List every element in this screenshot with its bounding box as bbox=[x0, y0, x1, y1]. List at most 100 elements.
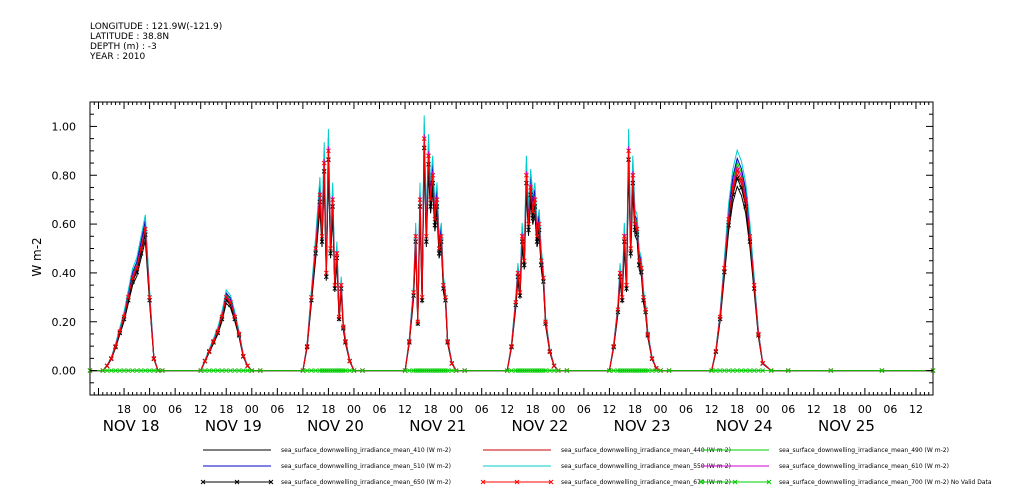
series-marker bbox=[232, 368, 238, 373]
series-marker bbox=[211, 368, 216, 373]
series-marker bbox=[649, 368, 655, 373]
series-marker bbox=[543, 368, 548, 373]
series-marker bbox=[130, 275, 135, 281]
series-marker bbox=[319, 233, 325, 239]
series-marker bbox=[747, 368, 753, 373]
marker-stroke bbox=[607, 368, 612, 373]
marker-stroke bbox=[117, 368, 123, 373]
x-tick-label: 00 bbox=[858, 403, 872, 416]
marker-stroke bbox=[304, 368, 310, 373]
series-marker bbox=[636, 258, 642, 264]
marker-stroke bbox=[443, 294, 448, 300]
series-marker bbox=[328, 246, 333, 251]
legend-label: sea_surface_downwelling_irradiance_mean_… bbox=[281, 463, 451, 470]
marker-stroke bbox=[462, 368, 468, 373]
series-marker bbox=[879, 368, 885, 373]
x-day-label: NOV 23 bbox=[614, 417, 671, 435]
series-marker bbox=[509, 343, 514, 349]
series-marker bbox=[615, 307, 621, 312]
legend-marker bbox=[548, 479, 554, 485]
series-marker bbox=[628, 246, 634, 251]
series-marker bbox=[313, 246, 319, 251]
x-tick-label: 12 bbox=[194, 403, 208, 416]
marker-stroke bbox=[441, 282, 446, 288]
series-marker bbox=[236, 368, 242, 373]
legend-label: sea_surface_downwelling_irradiance_mean_… bbox=[281, 447, 451, 454]
marker-stroke bbox=[547, 368, 553, 373]
series-marker bbox=[634, 226, 640, 232]
marker-stroke bbox=[509, 368, 514, 373]
marker-stroke bbox=[739, 368, 744, 373]
series-marker bbox=[666, 368, 672, 373]
x-tick-label: 00 bbox=[347, 403, 361, 416]
marker-stroke bbox=[108, 368, 114, 373]
series-marker bbox=[215, 329, 221, 334]
y-tick-label: 1.00 bbox=[52, 120, 77, 133]
marker-stroke bbox=[649, 356, 655, 361]
series-marker bbox=[428, 204, 433, 209]
series-marker bbox=[332, 282, 338, 288]
marker-stroke bbox=[726, 368, 731, 373]
marker-stroke bbox=[138, 246, 144, 251]
marker-stroke bbox=[645, 368, 651, 373]
series-marker bbox=[223, 294, 229, 300]
series-marker bbox=[406, 368, 412, 373]
series-marker bbox=[223, 368, 229, 373]
series-marker bbox=[130, 368, 135, 373]
series-marker bbox=[785, 368, 791, 373]
series-marker bbox=[462, 368, 468, 373]
series-marker bbox=[504, 368, 510, 373]
series-marker bbox=[328, 251, 333, 256]
series-marker bbox=[402, 368, 408, 373]
x-tick-label: 06 bbox=[270, 403, 284, 416]
marker-stroke bbox=[428, 204, 433, 209]
series-marker bbox=[449, 368, 455, 373]
marker-stroke bbox=[321, 160, 327, 166]
marker-stroke bbox=[734, 176, 740, 181]
series-marker bbox=[551, 368, 557, 373]
marker-stroke bbox=[828, 368, 834, 373]
x-tick-label: 00 bbox=[654, 403, 668, 416]
series-marker bbox=[117, 329, 123, 334]
legend-entry: sea_surface_downwelling_irradiance_mean_… bbox=[200, 479, 451, 486]
marker-stroke bbox=[445, 338, 450, 344]
marker-stroke bbox=[619, 294, 625, 300]
series-marker bbox=[551, 363, 557, 369]
marker-stroke bbox=[521, 258, 527, 264]
marker-stroke bbox=[743, 197, 749, 203]
longitude-label: LONGITUDE : 121.9W(-121.9) bbox=[90, 22, 223, 32]
marker-stroke bbox=[328, 246, 333, 251]
marker-stroke bbox=[534, 239, 540, 245]
marker-stroke bbox=[330, 197, 336, 203]
x-day-label: NOV 25 bbox=[818, 417, 875, 435]
marker-stroke bbox=[438, 233, 444, 239]
series-marker bbox=[334, 251, 340, 256]
legend-label: sea_surface_downwelling_irradiance_mean_… bbox=[561, 479, 731, 486]
series-marker bbox=[326, 148, 331, 154]
marker-stroke bbox=[323, 270, 329, 276]
marker-stroke bbox=[202, 368, 208, 373]
marker-stroke bbox=[300, 368, 306, 373]
marker-stroke bbox=[406, 368, 412, 373]
marker-stroke bbox=[524, 172, 529, 178]
marker-stroke bbox=[134, 368, 140, 373]
series-marker bbox=[421, 136, 427, 141]
marker-stroke bbox=[434, 197, 440, 203]
marker-stroke bbox=[108, 356, 114, 361]
x-day-label: NOV 24 bbox=[716, 417, 773, 435]
series-marker bbox=[449, 360, 455, 366]
marker-stroke bbox=[666, 368, 672, 373]
x-day-label: NOV 20 bbox=[307, 417, 364, 435]
series-marker bbox=[532, 197, 538, 203]
marker-stroke bbox=[449, 360, 455, 366]
marker-stroke bbox=[232, 368, 238, 373]
marker-stroke bbox=[313, 368, 319, 373]
marker-stroke bbox=[645, 331, 651, 337]
series-marker bbox=[113, 343, 118, 349]
series-marker bbox=[756, 331, 761, 337]
series-marker bbox=[441, 282, 446, 288]
series-line bbox=[90, 138, 933, 372]
series-marker bbox=[626, 148, 631, 154]
marker-stroke bbox=[223, 368, 229, 373]
